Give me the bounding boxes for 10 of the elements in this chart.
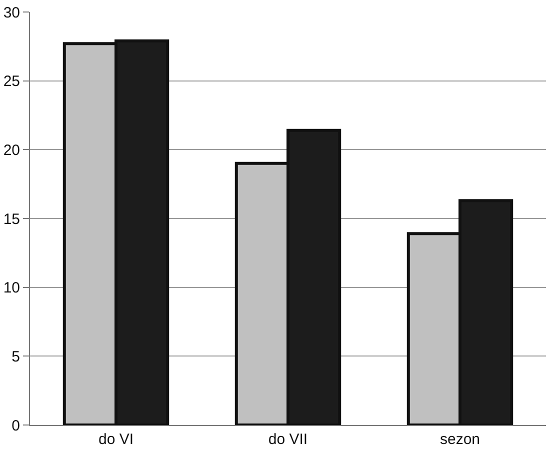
x-tick-label: do VII	[268, 431, 308, 448]
x-tick-label: sezon	[440, 431, 480, 448]
y-tick-label: 5	[12, 348, 20, 366]
y-tick-label: 20	[3, 142, 20, 159]
y-tick-label: 30	[3, 4, 20, 22]
y-tick-label: 15	[3, 210, 20, 228]
x-tick-label: do VI	[98, 431, 134, 448]
y-tick-label: 0	[12, 417, 20, 434]
y-tick-label: 25	[3, 73, 20, 90]
y-tick-label: 10	[3, 280, 20, 297]
